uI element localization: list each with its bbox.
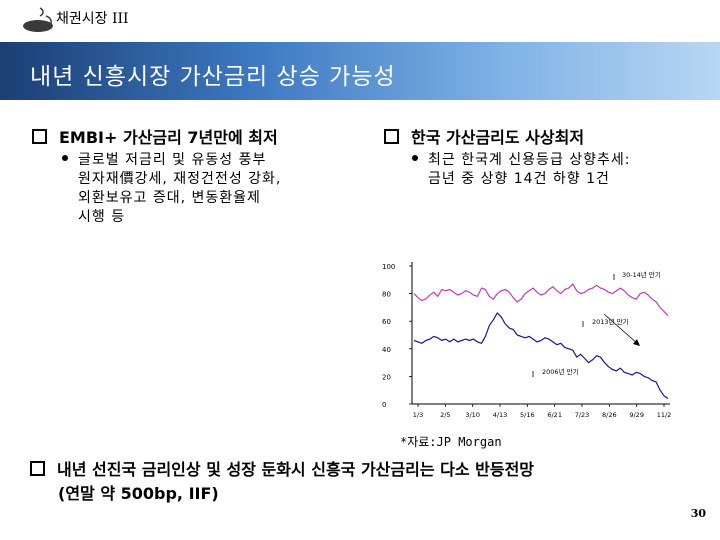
x-tick-label: 9/29: [629, 411, 644, 419]
series-line-2: [413, 312, 669, 399]
checkbox-bullet-icon: [32, 129, 47, 144]
annotation-label: 2006년 만기: [542, 367, 579, 376]
bullet-dot-icon: [412, 155, 418, 161]
logo-icon: [23, 7, 53, 32]
arrow-head-icon: [633, 339, 640, 346]
annotation-label: 30-14년 만기: [622, 270, 661, 279]
left-bullet-line-3: 외환보유고 증대, 변동환율제: [78, 190, 261, 206]
bullet-dot-icon: [62, 155, 68, 161]
left-bullet-line-2: 원자재價강세, 재정건전성 강화,: [78, 171, 282, 187]
annotation-arrow: [603, 313, 639, 345]
left-bullet-line-4: 시행 등: [78, 209, 126, 225]
right-bullet: 최근 한국계 신용등급 상향추세: 금년 중 상향 14건 하향 1건: [412, 151, 631, 189]
x-tick-label: 7/23: [575, 411, 590, 419]
x-tick-label: 2/5: [440, 411, 450, 419]
x-tick-label: 4/13: [493, 411, 508, 419]
x-tick-label: 11/2: [657, 411, 672, 419]
right-bullet-line-2: 금년 중 상향 14건 하향 1건: [428, 171, 610, 187]
x-tick-label: 8/26: [602, 411, 617, 419]
y-tick-label: 80: [382, 291, 391, 299]
x-tick-label: 1/3: [413, 411, 423, 419]
right-heading: 한국 가산금리도 사상최저: [411, 128, 585, 147]
spread-line-chart: 100 80 60 40 20 0 1/3 2/5 3/10 4/13 5/16 6/21 7/23 8/…: [382, 262, 672, 419]
source-note: *자료:JP Morgan: [400, 435, 502, 449]
x-tick-label: 5/16: [520, 411, 535, 419]
page-number: 30: [690, 507, 706, 520]
title-banner: 내년 신흥시장 가산금리 상승 가능성: [0, 42, 720, 100]
y-tick-label: 60: [382, 318, 391, 326]
right-heading-row: 한국 가산금리도 사상최저: [384, 124, 584, 148]
checkbox-bullet-icon: [384, 129, 399, 144]
left-heading: EMBI+ 가산금리 7년만에 최저: [59, 128, 278, 147]
section-label: 채권시장 III: [56, 11, 129, 27]
y-tick-label: 100: [382, 263, 395, 271]
y-tick-label: 0: [382, 401, 386, 409]
page-title: 내년 신흥시장 가산금리 상승 가능성: [30, 64, 396, 90]
x-tick-label: 6/21: [547, 411, 562, 419]
bottom-note-line-1: 내년 선진국 금리인상 및 성장 둔화시 신흥국 가산금리는 다소 반등전망: [57, 460, 535, 479]
left-heading-row: EMBI+ 가산금리 7년만에 최저: [32, 124, 278, 148]
series-line-1: [413, 283, 669, 317]
annotation-label: 2013년 만기: [592, 317, 629, 326]
bottom-note-line-2: (연말 약 500bp, IIF): [58, 484, 219, 503]
x-tick-label: 3/10: [465, 411, 480, 419]
checkbox-bullet-icon: [30, 461, 45, 476]
y-tick-label: 40: [382, 346, 391, 354]
y-tick-label: 20: [382, 373, 391, 381]
right-bullet-line-1: 최근 한국계 신용등급 상향추세:: [428, 152, 631, 168]
bottom-note: 내년 선진국 금리인상 및 성장 둔화시 신흥국 가산금리는 다소 반등전망 (…: [30, 458, 534, 506]
left-bullet: 글로벌 저금리 및 유동성 풍부 원자재價강세, 재정건전성 강화, 외환보유고…: [62, 151, 281, 227]
left-bullet-line-1: 글로벌 저금리 및 유동성 풍부: [78, 152, 267, 168]
